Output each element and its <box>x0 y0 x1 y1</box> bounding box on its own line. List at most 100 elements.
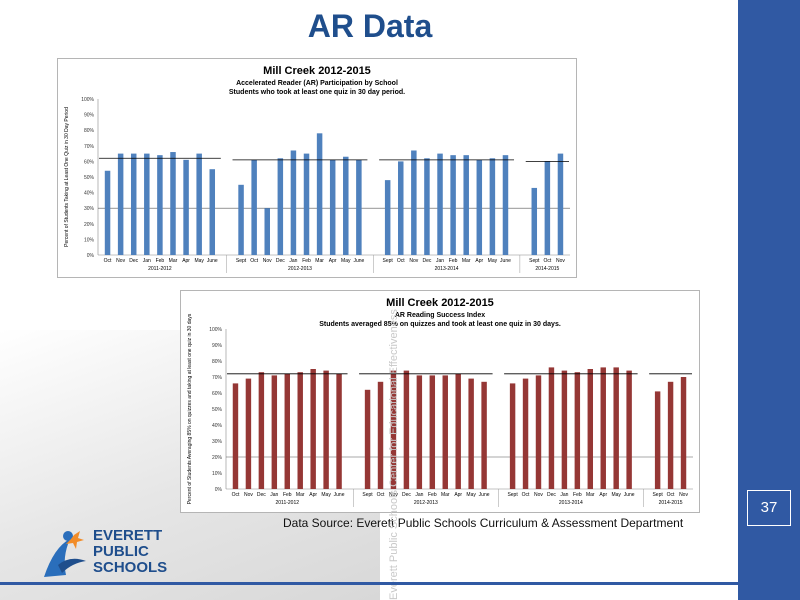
x-tick-label: Dec <box>276 258 285 264</box>
bar <box>144 153 150 255</box>
bar <box>654 391 661 489</box>
bar <box>377 381 384 489</box>
x-tick-label: Mar <box>462 258 471 264</box>
x-tick-label: May <box>194 258 204 264</box>
x-tick-label: Feb <box>428 492 437 498</box>
chart-title: Mill Creek 2012-2015 <box>263 65 371 77</box>
x-tick-label: Oct <box>377 492 385 498</box>
bar <box>535 375 542 489</box>
y-axis-label: Percent of Students Averaging 85% on qui… <box>187 313 193 504</box>
bar <box>157 155 163 255</box>
bar <box>251 159 257 255</box>
y-tick-label: 50% <box>84 175 95 181</box>
bar <box>411 150 417 255</box>
x-tick-label: Oct <box>543 258 551 264</box>
chart-subtitle: AR Reading Success Index <box>395 312 485 319</box>
y-tick-label: 10% <box>212 471 223 477</box>
x-tick-label: Nov <box>679 492 688 498</box>
bar <box>232 383 239 489</box>
x-tick-label: Jan <box>143 258 151 264</box>
y-axis-label: Percent of Students Taking at Least One … <box>64 107 70 247</box>
logo-line-2: PUBLIC <box>93 543 149 560</box>
y-tick-label: 60% <box>84 159 95 165</box>
bar <box>209 169 216 255</box>
x-tick-label: Apr <box>454 492 462 498</box>
x-tick-label: Dec <box>422 258 431 264</box>
bar <box>271 375 278 489</box>
logo-line-1: EVERETT <box>93 527 163 544</box>
bar <box>303 153 310 255</box>
group-label: 2011-2012 <box>275 500 299 506</box>
x-tick-label: Sept <box>362 492 373 498</box>
x-tick-label: June <box>334 492 345 498</box>
y-tick-label: 40% <box>84 191 95 197</box>
bar <box>613 367 619 489</box>
y-tick-label: 100% <box>209 327 222 333</box>
group-label: 2013-2014 <box>435 266 459 272</box>
bar <box>343 156 349 255</box>
bar <box>424 158 430 255</box>
bar <box>384 180 391 255</box>
bottom-rule <box>0 582 738 585</box>
x-tick-label: Mar <box>441 492 450 498</box>
bar <box>323 370 329 489</box>
x-tick-label: Mar <box>586 492 595 498</box>
bar <box>183 159 189 255</box>
x-tick-label: Sept <box>652 492 663 498</box>
x-tick-label: June <box>207 258 218 264</box>
x-tick-label: Mar <box>296 492 305 498</box>
chart-title: Mill Creek 2012-2015 <box>386 297 494 309</box>
y-tick-label: 40% <box>212 423 223 429</box>
logo-wordmark: EVERETT PUBLIC SCHOOLS <box>93 528 167 576</box>
bar <box>310 369 316 489</box>
x-tick-label: Apr <box>475 258 483 264</box>
y-tick-label: 50% <box>212 407 223 413</box>
x-tick-label: Feb <box>573 492 582 498</box>
x-tick-label: Feb <box>302 258 311 264</box>
bar <box>455 373 461 489</box>
bar <box>468 378 474 489</box>
x-tick-label: Jan <box>560 492 568 498</box>
x-tick-label: Sept <box>529 258 540 264</box>
x-tick-label: Nov <box>244 492 253 498</box>
x-tick-label: Apr <box>182 258 190 264</box>
x-tick-label: Nov <box>534 492 543 498</box>
bar <box>544 161 551 255</box>
x-tick-label: Mar <box>169 258 178 264</box>
bar <box>264 208 270 255</box>
y-tick-label: 60% <box>212 391 223 397</box>
everett-public-schools-logo: EVERETT PUBLIC SCHOOLS <box>40 527 180 583</box>
bar <box>329 159 336 255</box>
ar-participation-chart-svg: Mill Creek 2012-2015 Accelerated Reader (… <box>64 65 570 273</box>
x-tick-label: May <box>611 492 621 498</box>
bar <box>398 161 404 255</box>
x-tick-label: Apr <box>309 492 317 498</box>
group-label: 2014-2015 <box>659 500 683 506</box>
x-tick-label: Dec <box>129 258 138 264</box>
bar <box>356 159 362 255</box>
y-tick-label: 0% <box>215 487 223 493</box>
chart-subtitle: Students who took at least one quiz in 3… <box>229 89 405 96</box>
chart-subtitle: Accelerated Reader (AR) Participation by… <box>236 80 398 87</box>
bar <box>626 370 632 489</box>
chart-subtitle: Students averaged 85% on quizzes and too… <box>319 321 561 328</box>
x-tick-label: Oct <box>232 492 240 498</box>
y-tick-label: 80% <box>84 128 95 134</box>
group-label: 2012-2013 <box>414 500 438 506</box>
bar <box>117 153 124 255</box>
x-tick-label: Nov <box>263 258 272 264</box>
x-tick-label: Jan <box>436 258 444 264</box>
y-tick-label: 30% <box>84 206 95 212</box>
x-tick-label: Oct <box>397 258 405 264</box>
data-source-note: Data Source: Everett Public Schools Curr… <box>283 516 684 530</box>
x-tick-label: Feb <box>449 258 458 264</box>
y-tick-label: 90% <box>212 343 223 349</box>
x-tick-label: May <box>321 492 331 498</box>
bar <box>130 153 137 255</box>
y-tick-label: 10% <box>84 237 95 243</box>
bar <box>476 159 483 255</box>
x-tick-label: Sept <box>507 492 518 498</box>
x-tick-label: Oct <box>667 492 675 498</box>
bar <box>316 133 323 255</box>
x-tick-label: May <box>341 258 351 264</box>
